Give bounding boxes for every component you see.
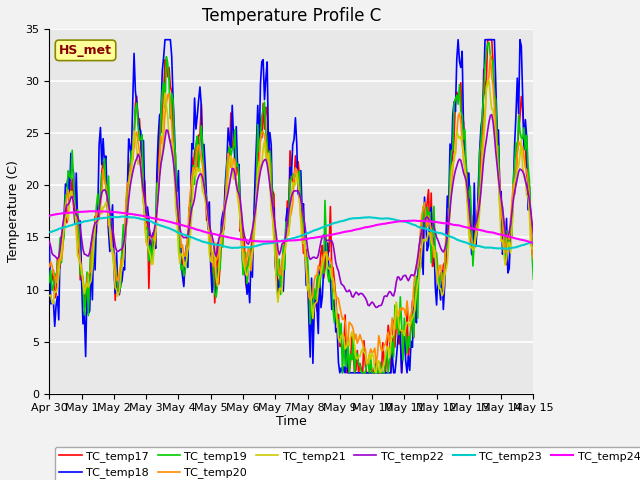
Text: HS_met: HS_met: [59, 44, 112, 57]
Line: TC_temp17: TC_temp17: [49, 40, 533, 373]
Y-axis label: Temperature (C): Temperature (C): [7, 160, 20, 263]
X-axis label: Time: Time: [276, 415, 307, 428]
Line: TC_temp24: TC_temp24: [49, 211, 533, 243]
Line: TC_temp19: TC_temp19: [49, 43, 533, 373]
Title: Temperature Profile C: Temperature Profile C: [202, 7, 381, 25]
Line: TC_temp21: TC_temp21: [49, 80, 533, 373]
Line: TC_temp20: TC_temp20: [49, 55, 533, 364]
Line: TC_temp22: TC_temp22: [49, 115, 533, 307]
Legend: TC_temp17, TC_temp18, TC_temp19, TC_temp20, TC_temp21, TC_temp22, TC_temp23, TC_: TC_temp17, TC_temp18, TC_temp19, TC_temp…: [55, 446, 640, 480]
Line: TC_temp23: TC_temp23: [49, 216, 533, 249]
Line: TC_temp18: TC_temp18: [49, 40, 533, 373]
